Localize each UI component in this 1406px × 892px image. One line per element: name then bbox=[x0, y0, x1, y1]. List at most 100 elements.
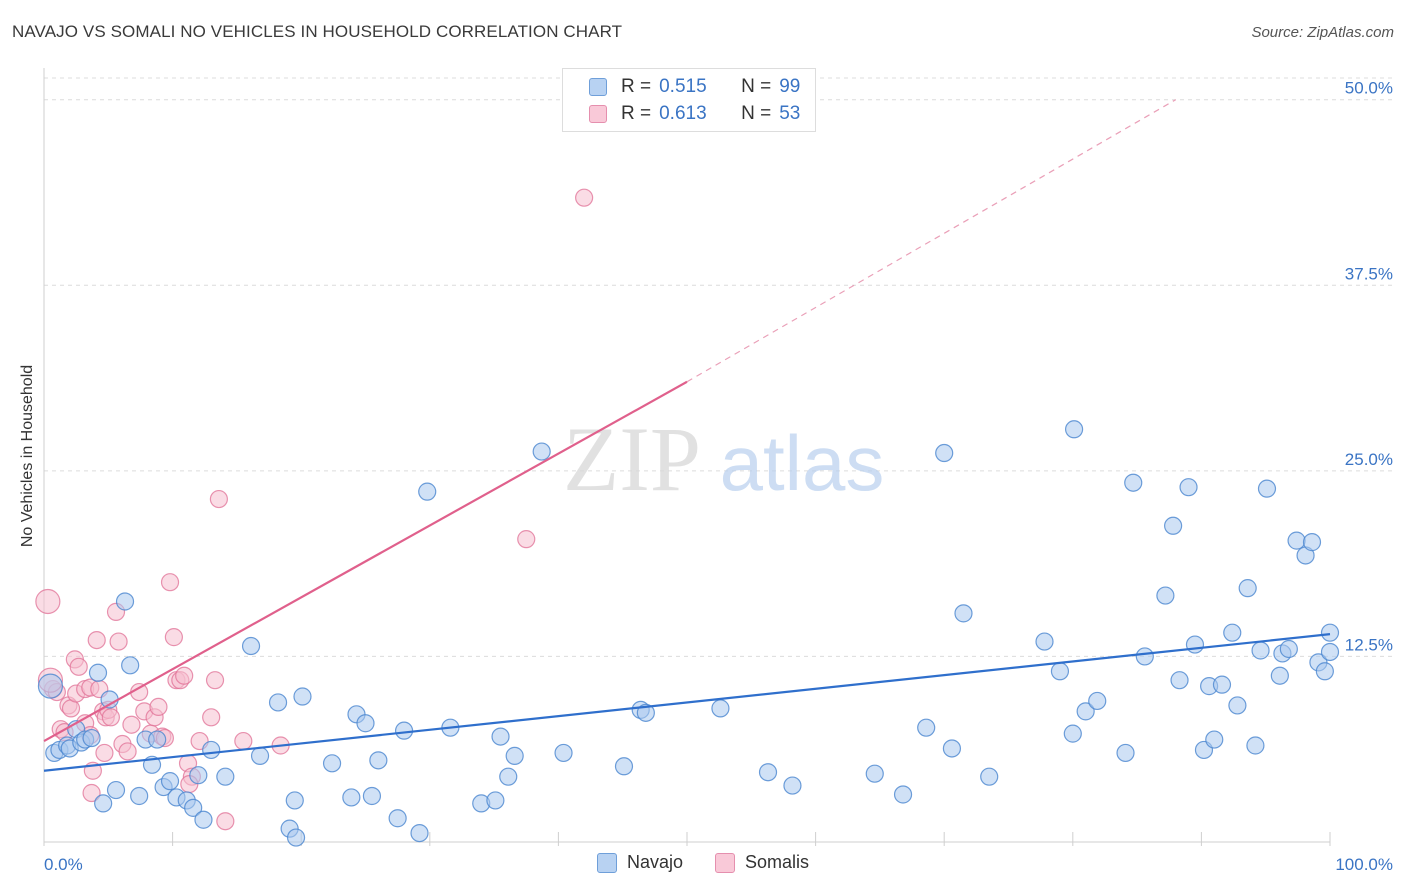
navajo-point bbox=[1320, 623, 1340, 642]
legend-item-somalis: Somalis bbox=[715, 852, 809, 873]
navajo-point bbox=[1223, 623, 1242, 642]
somalis-point bbox=[202, 708, 221, 727]
navajo-point bbox=[711, 699, 730, 718]
navajo-point bbox=[1063, 724, 1082, 743]
navajo-point bbox=[1205, 730, 1224, 749]
somalis-point bbox=[118, 742, 137, 761]
tick-labels: 12.5% 25.0% 37.5% 50.0% 0.0% 100.0% bbox=[44, 79, 1393, 874]
somalis-point bbox=[205, 671, 225, 690]
navajo-point bbox=[614, 757, 634, 776]
navajo-point bbox=[1212, 675, 1232, 694]
navajo-point bbox=[1064, 420, 1084, 439]
somalis-point bbox=[175, 666, 194, 685]
y-tick-label: 12.5% bbox=[1345, 635, 1393, 654]
navajo-point bbox=[1279, 639, 1298, 659]
watermark-zip: ZIP bbox=[563, 408, 701, 510]
navajo-point bbox=[268, 693, 288, 712]
somalis-point bbox=[149, 697, 168, 717]
somalis-point bbox=[35, 588, 61, 615]
legend-r-value: 0.515 bbox=[659, 76, 707, 97]
navajo-point bbox=[410, 823, 429, 843]
navajo-point bbox=[1035, 632, 1054, 651]
navajo-point bbox=[1185, 635, 1205, 654]
somalis-point bbox=[209, 489, 228, 509]
navajo-point bbox=[189, 766, 208, 785]
navajo-points bbox=[37, 420, 1340, 847]
navajo-point bbox=[942, 739, 962, 758]
somalis-point bbox=[95, 743, 114, 763]
somalis-trend-line bbox=[43, 380, 688, 743]
navajo-point bbox=[499, 767, 518, 786]
navajo-point bbox=[486, 791, 505, 810]
navajo-point bbox=[394, 721, 414, 740]
somalis-point bbox=[234, 731, 253, 751]
navajo-point bbox=[342, 788, 361, 807]
series-legend: Navajo Somalis bbox=[0, 852, 1406, 873]
navajo-point bbox=[1164, 516, 1183, 535]
navajo-point bbox=[783, 776, 802, 795]
navajo-point bbox=[216, 767, 235, 786]
navajo-point bbox=[106, 780, 126, 800]
legend-item-navajo: Navajo bbox=[596, 852, 683, 873]
navajo-point bbox=[160, 772, 180, 791]
navajo-point bbox=[1156, 586, 1175, 605]
navajo-point bbox=[1251, 641, 1270, 660]
navajo-point bbox=[115, 592, 135, 611]
somalis-point bbox=[160, 573, 180, 592]
navajo-point bbox=[1124, 473, 1143, 492]
x-tick-label-min: 0.0% bbox=[44, 855, 83, 874]
somalis-point bbox=[122, 715, 141, 734]
navajo-point bbox=[554, 743, 573, 763]
navajo-point bbox=[322, 754, 342, 773]
navajo-point bbox=[1302, 533, 1322, 552]
source-label: Source: ZipAtlas.com bbox=[1251, 24, 1394, 41]
legend-item-label: Navajo bbox=[626, 852, 683, 872]
navajo-point bbox=[1179, 478, 1198, 497]
navajo-point bbox=[130, 786, 149, 806]
navajo-point bbox=[1270, 666, 1289, 685]
navajo-point bbox=[194, 810, 213, 829]
navajo-point bbox=[184, 798, 203, 817]
navajo-point bbox=[241, 636, 261, 656]
somalis-point bbox=[216, 812, 235, 831]
somalis-point bbox=[109, 632, 128, 651]
navajo-point bbox=[1246, 736, 1265, 755]
navajo-point bbox=[917, 718, 936, 737]
navajo-point bbox=[1315, 662, 1334, 681]
somalis-point bbox=[164, 628, 183, 647]
navajo-point bbox=[1238, 579, 1257, 598]
trend-lines bbox=[43, 99, 1331, 772]
somalis-point bbox=[101, 708, 120, 727]
y-tick-label: 50.0% bbox=[1345, 79, 1393, 98]
navajo-point bbox=[865, 764, 884, 783]
navajo-point bbox=[758, 763, 778, 782]
somalis-legend-swatch bbox=[715, 852, 735, 873]
navajo-point bbox=[286, 828, 306, 847]
somalis-point bbox=[575, 188, 594, 207]
navajo-point bbox=[1228, 696, 1247, 715]
navajo-swatch bbox=[589, 78, 607, 96]
chart-title: NAVAJO VS SOMALI NO VEHICLES IN HOUSEHOL… bbox=[12, 22, 623, 41]
legend-n-label: N = bbox=[741, 103, 772, 124]
navajo-point bbox=[362, 786, 382, 806]
y-tick-label: 25.0% bbox=[1345, 450, 1393, 469]
navajo-point bbox=[1088, 691, 1107, 711]
navajo-point bbox=[935, 443, 954, 463]
x-tick-label-max: 100.0% bbox=[1335, 855, 1393, 874]
somalis-point bbox=[87, 630, 106, 650]
somalis-trend-extension bbox=[686, 99, 1176, 383]
navajo-point bbox=[1287, 531, 1306, 550]
legend-r-value: 0.613 bbox=[659, 103, 707, 124]
navajo-point bbox=[491, 727, 510, 746]
navajo-point bbox=[88, 663, 108, 682]
navajo-point bbox=[388, 809, 407, 828]
navajo-point bbox=[1116, 743, 1135, 763]
somalis-point bbox=[82, 783, 101, 803]
legend-n-value: 53 bbox=[779, 103, 801, 124]
navajo-point bbox=[121, 656, 140, 675]
stats-legend: R = 0.515 N = 99 R = 0.613 N = 53 bbox=[562, 68, 816, 132]
navajo-point bbox=[202, 740, 221, 760]
navajo-point bbox=[1076, 702, 1095, 721]
navajo-point bbox=[356, 714, 375, 733]
